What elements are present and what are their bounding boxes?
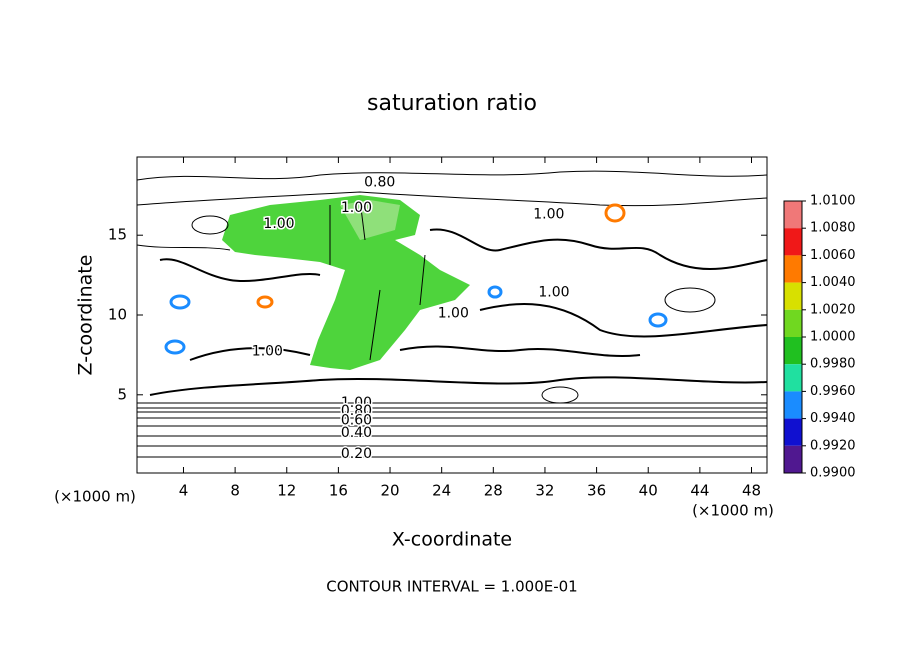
contour-label: 0.80	[364, 175, 395, 191]
colorbar-label: 0.9920	[810, 438, 856, 453]
y-tick-label: 10	[108, 306, 127, 324]
x-tick-label: 8	[230, 482, 240, 500]
x-axis-label: X-coordinate	[392, 529, 512, 551]
colorbar-label: 1.0000	[810, 330, 856, 345]
x-tick-label: 28	[484, 482, 503, 500]
contour-label: 1.00	[341, 395, 372, 411]
colorbar-band	[784, 282, 802, 310]
x-tick-label: 36	[587, 482, 606, 500]
footnote: CONTOUR INTERVAL = 1.000E-01	[326, 578, 577, 596]
x-tick-label: 32	[535, 482, 554, 500]
colorbar-band	[784, 228, 802, 256]
colorbar-band	[784, 391, 802, 419]
x-tick-label: 20	[380, 482, 399, 500]
contour-label: 1.00	[438, 305, 469, 321]
colorbar-band	[784, 418, 802, 446]
colorbar-label: 1.0100	[810, 194, 856, 209]
colorbar-label: 1.0080	[810, 221, 856, 236]
contour-label: 1.00	[538, 285, 569, 301]
colorbar-band	[784, 201, 802, 229]
x-unit: (×1000 m)	[692, 502, 774, 520]
contour-label: 1.00	[263, 216, 294, 232]
colorbar-label: 1.0040	[810, 275, 856, 290]
x-tick-label: 48	[742, 482, 761, 500]
colorbar-band	[784, 364, 802, 392]
colorbar-label: 1.0020	[810, 302, 856, 317]
y-axis-label: Z-coordinate	[75, 255, 97, 376]
x-tick-label: 24	[432, 482, 451, 500]
x-tick-label: 40	[639, 482, 658, 500]
x-unit-left: (×1000 m)	[54, 488, 136, 506]
colorbar-band	[784, 255, 802, 283]
colorbar-label: 0.9980	[810, 357, 856, 372]
chart-title: saturation ratio	[367, 91, 537, 116]
colorbar-label: 0.9960	[810, 384, 856, 399]
contour-label: 1.00	[533, 206, 564, 222]
field	[136, 170, 768, 458]
colorbar-band	[784, 337, 802, 365]
x-tick-label: 4	[179, 482, 189, 500]
contour-label: 1.00	[252, 344, 283, 360]
y-tick-label: 5	[117, 385, 127, 403]
colorbar-label: 0.9900	[810, 466, 856, 481]
colorbar-band	[784, 309, 802, 337]
contour-label: 1.00	[341, 200, 372, 216]
supersaturated-region	[222, 195, 470, 370]
contour-label: 0.80	[341, 403, 372, 419]
contour-label: 0.40	[341, 425, 372, 441]
colorbar-band	[784, 445, 802, 473]
contour-label: 0.20	[341, 446, 372, 462]
colorbar-label: 0.9940	[810, 411, 856, 426]
colorbar-label: 1.0060	[810, 248, 856, 263]
x-tick-label: 16	[329, 482, 348, 500]
supersaturated-region	[340, 200, 400, 240]
x-tick-label: 44	[690, 482, 709, 500]
x-tick-label: 12	[277, 482, 296, 500]
y-tick-label: 15	[108, 226, 127, 244]
contour-label: 0.60	[341, 412, 372, 428]
